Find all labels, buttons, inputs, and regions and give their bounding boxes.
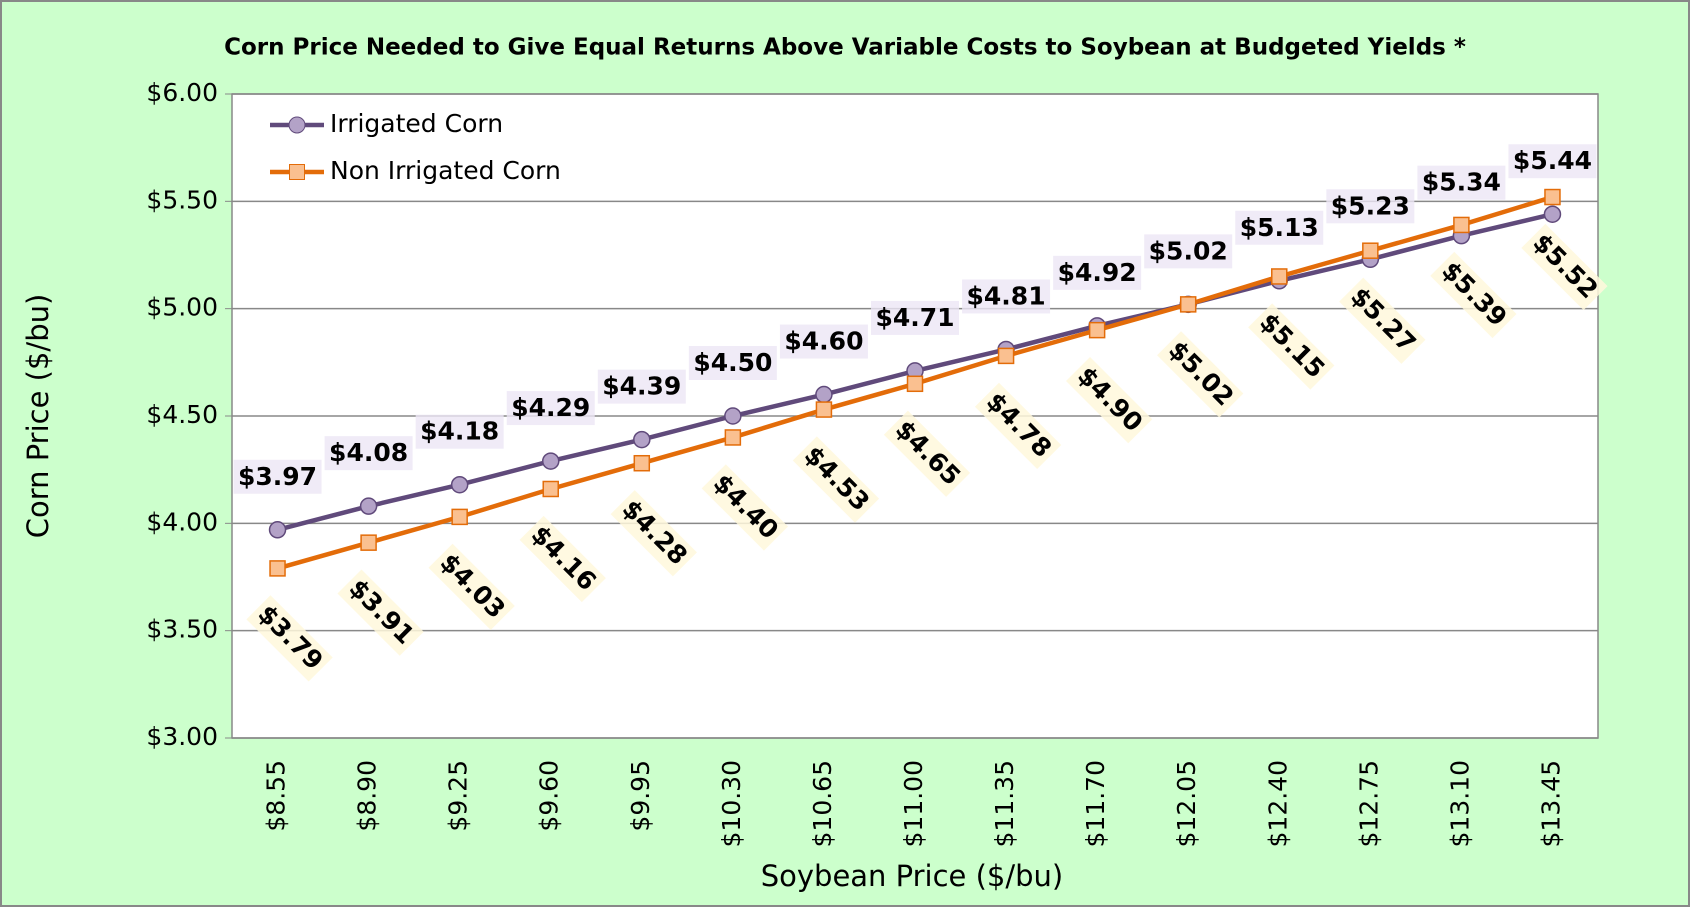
marker [997, 347, 1015, 365]
value-label-bg [871, 300, 959, 335]
marker [1543, 205, 1562, 223]
value-label-bg [519, 515, 606, 603]
legend-label: Non Irrigated Corn [330, 156, 561, 185]
value-label-bg [779, 324, 868, 359]
value-label-bg [883, 410, 971, 497]
value-label-bg [233, 459, 322, 494]
y-tick-label: $4.50 [146, 400, 218, 429]
value-label: $5.23 [1331, 191, 1410, 220]
value-label: $4.18 [420, 417, 499, 446]
value-label-bg [1430, 251, 1517, 339]
x-tick-label: $9.95 [626, 760, 655, 832]
marker [906, 375, 924, 393]
marker [1179, 296, 1197, 313]
value-label-bg [1235, 210, 1324, 245]
marker [1088, 321, 1106, 339]
value-label: $4.60 [784, 327, 863, 356]
marker [268, 521, 287, 539]
value-label-bg [428, 543, 515, 631]
marker [1271, 268, 1288, 285]
value-label: $4.39 [602, 372, 681, 401]
x-tick-label: $11.00 [899, 760, 928, 847]
marker [542, 480, 559, 498]
legend-label: Irrigated Corn [330, 109, 503, 138]
value-label: $5.02 [1149, 236, 1228, 265]
marker [815, 401, 833, 418]
value-label-bg [1339, 277, 1426, 364]
marker [724, 407, 742, 425]
value-label: $4.50 [693, 348, 772, 377]
value-label: $5.44 [1513, 146, 1592, 175]
value-label: $4.08 [329, 438, 408, 467]
value-label-bg [1326, 189, 1415, 224]
value-label-bg [962, 279, 1051, 314]
x-tick-label: $9.60 [535, 760, 564, 832]
x-tick-label: $13.45 [1536, 760, 1565, 847]
x-tick-label: $8.90 [353, 760, 382, 832]
y-tick-label: $3.50 [146, 615, 218, 644]
x-tick-label: $12.75 [1354, 760, 1383, 847]
value-label-bg [974, 382, 1062, 470]
marker [360, 534, 377, 551]
x-tick-label: $13.10 [1445, 760, 1474, 847]
x-axis-label: Soybean Price ($/bu) [761, 859, 1064, 893]
value-label-bg [246, 595, 333, 682]
legend-marker [289, 164, 305, 180]
marker [815, 385, 833, 404]
value-label-bg [1144, 234, 1233, 269]
value-label-bg [1065, 356, 1153, 444]
value-label-bg [1417, 165, 1506, 200]
value-label-bg [415, 414, 504, 449]
marker [450, 475, 469, 494]
marker [1362, 242, 1379, 259]
value-label: $4.71 [875, 303, 954, 332]
marker [451, 508, 468, 526]
legend-marker [288, 116, 306, 134]
marker [541, 452, 560, 470]
y-tick-label: $4.00 [146, 507, 218, 536]
y-tick-label: $5.00 [146, 293, 218, 322]
value-label: $4.29 [511, 393, 590, 422]
value-label-bg [701, 464, 789, 551]
y-tick-label: $6.00 [146, 78, 218, 107]
value-label-bg [1248, 303, 1335, 390]
x-tick-label: $10.30 [717, 760, 746, 847]
marker [633, 454, 651, 472]
value-label: $5.13 [1240, 213, 1319, 242]
value-label-bg [688, 346, 777, 380]
value-label-bg [1521, 223, 1608, 311]
marker [269, 560, 286, 577]
value-label-bg [1157, 331, 1244, 418]
marker [1544, 188, 1561, 206]
chart-title: Corn Price Needed to Give Equal Returns … [224, 35, 1466, 61]
x-tick-label: $12.05 [1172, 760, 1201, 847]
value-label: $5.34 [1422, 168, 1501, 197]
value-label-bg [506, 391, 595, 426]
value-label: $4.81 [967, 281, 1046, 310]
value-label-bg [792, 436, 880, 523]
x-tick-label: $9.25 [444, 760, 473, 832]
value-label-bg [597, 369, 686, 404]
value-label-bg [324, 436, 413, 471]
x-tick-label: $8.55 [262, 760, 291, 832]
value-label-bg [1508, 144, 1597, 179]
value-label-bg [337, 569, 424, 656]
y-tick-label: $3.00 [146, 722, 218, 751]
value-label-bg [1053, 255, 1142, 290]
value-label: $3.97 [238, 462, 317, 491]
value-label: $4.92 [1058, 258, 1137, 287]
marker [724, 429, 742, 446]
marker [1453, 216, 1470, 234]
x-tick-label: $10.65 [808, 760, 837, 847]
value-label-bg [610, 490, 697, 577]
marker [359, 497, 378, 515]
marker [633, 430, 651, 449]
x-tick-label: $11.70 [1081, 760, 1110, 847]
y-tick-label: $5.50 [146, 185, 218, 214]
x-tick-label: $11.35 [990, 760, 1019, 847]
x-tick-label: $12.40 [1263, 760, 1292, 847]
y-axis-label: Corn Price ($/bu) [21, 294, 55, 539]
